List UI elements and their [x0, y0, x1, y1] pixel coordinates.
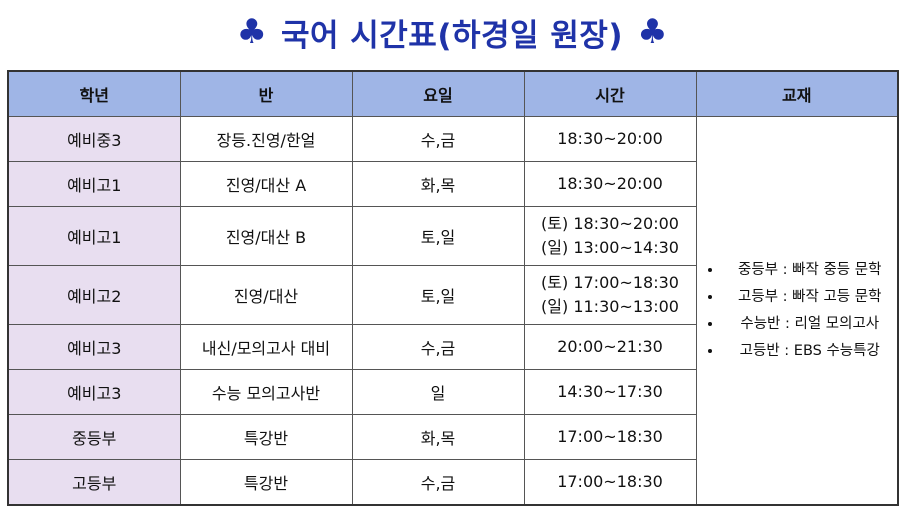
table-row: 예비고1 진영/대산 B 토,일 (토) 18:30~20:00 (일) 13:…	[7, 206, 898, 266]
grade-cell: 예비고3	[7, 369, 181, 415]
class-cell: 수능 모의고사반	[179, 369, 353, 415]
days-cell: 수,금	[351, 116, 525, 162]
time-cell: 18:30~20:00	[523, 116, 697, 162]
column-header-materials: 교재	[695, 70, 899, 117]
days-cell: 토,일	[351, 206, 525, 266]
grade-cell: 예비고3	[7, 324, 181, 370]
club-icon: ♣	[637, 12, 668, 52]
table-row: 고등부 특강반 수,금 17:00~18:30	[7, 459, 898, 506]
class-cell: 장등.진영/한얼	[179, 116, 353, 162]
time-cell: 14:30~17:30	[523, 369, 697, 415]
time-line: 20:00~21:30	[557, 337, 663, 356]
time-line: (일) 13:00~14:30	[541, 238, 679, 257]
club-icon: ♣	[236, 12, 267, 52]
table-row: 예비중3 장등.진영/한얼 수,금 18:30~20:00 중등부 : 빠작 중…	[7, 116, 899, 506]
time-line: 17:00~18:30	[557, 472, 663, 491]
grade-cell: 예비고2	[7, 265, 181, 325]
column-header-grade: 학년	[7, 70, 181, 117]
time-line: 18:30~20:00	[557, 129, 663, 148]
materials-item: 고등반 : EBS 수능특강	[723, 338, 898, 365]
class-cell: 특강반	[179, 414, 353, 460]
table-row: 예비고1 진영/대산 A 화,목 18:30~20:00	[7, 161, 898, 207]
table-header-row: 학년 반 요일 시간 교재	[7, 70, 899, 117]
time-line: 18:30~20:00	[557, 174, 663, 193]
table-row: 중등부 특강반 화,목 17:00~18:30	[7, 414, 898, 460]
grade-cell: 예비중3	[7, 116, 181, 162]
materials-item: 고등부 : 빠작 고등 문학	[723, 284, 898, 311]
class-cell: 특강반	[179, 459, 353, 506]
days-cell: 일	[351, 369, 525, 415]
time-line: 14:30~17:30	[557, 382, 663, 401]
days-cell: 수,금	[351, 459, 525, 506]
time-line: (토) 18:30~20:00	[541, 214, 679, 233]
time-cell: 18:30~20:00	[523, 161, 697, 207]
title-bar: ♣ 국어 시간표(하경일 원장) ♣	[0, 6, 904, 58]
page-title: 국어 시간표(하경일 원장)	[280, 17, 624, 54]
days-cell: 화,목	[351, 414, 525, 460]
grade-cell: 고등부	[7, 459, 181, 506]
time-cell: (토) 17:00~18:30 (일) 11:30~13:00	[523, 265, 697, 325]
table-row: 예비고2 진영/대산 토,일 (토) 17:00~18:30 (일) 11:30…	[7, 265, 898, 325]
class-cell: 진영/대산 B	[179, 206, 353, 266]
column-header-time: 시간	[523, 70, 697, 117]
table-row: 예비고3 수능 모의고사반 일 14:30~17:30	[7, 369, 898, 415]
class-cell: 진영/대산 A	[179, 161, 353, 207]
days-cell: 토,일	[351, 265, 525, 325]
column-header-class: 반	[179, 70, 353, 117]
grade-cell: 예비고1	[7, 161, 181, 207]
days-cell: 수,금	[351, 324, 525, 370]
time-cell: 20:00~21:30	[523, 324, 697, 370]
materials-item: 중등부 : 빠작 중등 문학	[723, 257, 898, 284]
class-cell: 내신/모의고사 대비	[179, 324, 353, 370]
class-cell: 진영/대산	[179, 265, 353, 325]
time-line: 17:00~18:30	[557, 427, 663, 446]
schedule-table: 학년 반 요일 시간 교재 예비중3 장등.진영/한얼 수,금 18:30~20…	[7, 70, 899, 506]
time-cell: 17:00~18:30	[523, 414, 697, 460]
time-cell: 17:00~18:30	[523, 459, 697, 506]
grade-cell: 중등부	[7, 414, 181, 460]
column-header-days: 요일	[351, 70, 525, 117]
materials-list: 중등부 : 빠작 중등 문학 고등부 : 빠작 고등 문학 수능반 : 리얼 모…	[697, 257, 898, 365]
days-cell: 화,목	[351, 161, 525, 207]
table-row: 예비고3 내신/모의고사 대비 수,금 20:00~21:30	[7, 324, 898, 370]
grade-cell: 예비고1	[7, 206, 181, 266]
time-line: (일) 11:30~13:00	[541, 297, 679, 316]
materials-cell: 중등부 : 빠작 중등 문학 고등부 : 빠작 고등 문학 수능반 : 리얼 모…	[695, 116, 899, 506]
time-line: (토) 17:00~18:30	[541, 273, 679, 292]
time-cell: (토) 18:30~20:00 (일) 13:00~14:30	[523, 206, 697, 266]
materials-item: 수능반 : 리얼 모의고사	[723, 311, 898, 338]
